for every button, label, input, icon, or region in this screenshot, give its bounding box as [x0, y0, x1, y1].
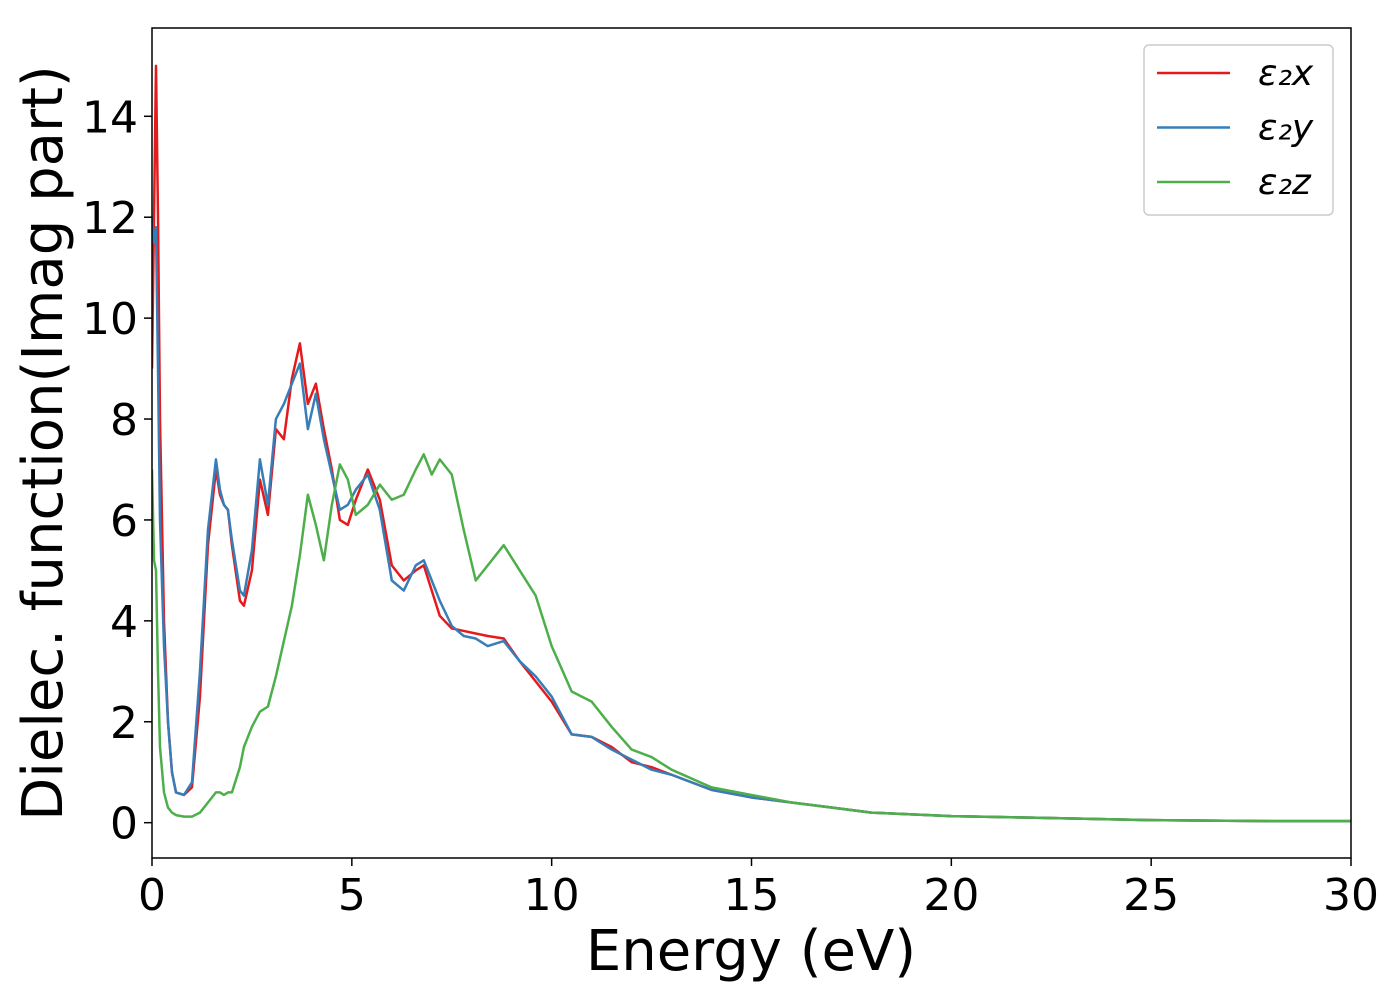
y-tick-label: 14 — [82, 92, 138, 143]
x-tick-label: 0 — [138, 870, 166, 921]
legend-label: ε₂y — [1258, 108, 1314, 149]
y-tick-label: 4 — [110, 597, 138, 648]
y-tick-label: 10 — [82, 294, 138, 345]
y-tick-label: 6 — [110, 496, 138, 547]
y-tick-label: 8 — [110, 395, 138, 446]
legend-label: ε₂x — [1258, 53, 1314, 94]
y-tick-label: 2 — [110, 698, 138, 749]
y-tick-label: 12 — [82, 193, 138, 244]
x-tick-label: 10 — [524, 870, 580, 921]
plot-frame — [151, 27, 1352, 859]
x-axis-label: Energy (eV) — [586, 919, 916, 984]
y-axis-label: Dielec. function(Imag part) — [11, 65, 76, 821]
legend-box — [1143, 44, 1334, 216]
x-tick-label: 25 — [1123, 870, 1179, 921]
series-line — [152, 453, 1351, 823]
y-tick-label: 0 — [110, 799, 138, 850]
legend-label: ε₂z — [1258, 162, 1312, 203]
series-line — [152, 64, 1351, 823]
x-tick-label: 20 — [923, 870, 979, 921]
x-tick-label: 5 — [338, 870, 366, 921]
x-tick-label: 15 — [724, 870, 780, 921]
x-tick-label: 30 — [1323, 870, 1379, 921]
